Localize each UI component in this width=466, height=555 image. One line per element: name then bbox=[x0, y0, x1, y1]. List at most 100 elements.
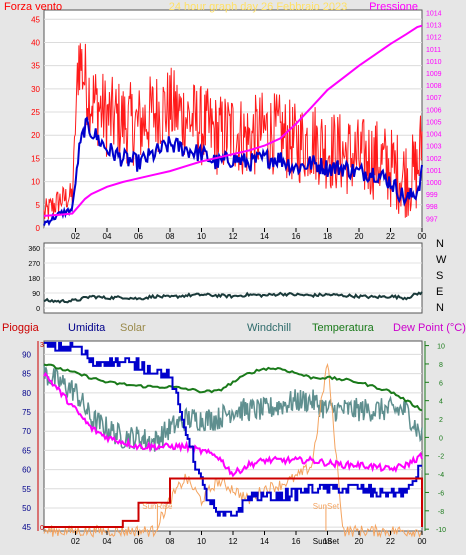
header-rain: Pioggia bbox=[2, 322, 40, 334]
temp-x-tick-label: 14 bbox=[260, 537, 269, 546]
rain-tick-bottom: 0 bbox=[40, 525, 44, 532]
pressure-tick-label: 1003 bbox=[426, 144, 442, 151]
humidity-tick-label: 65 bbox=[22, 446, 31, 455]
temp-x-tick-label: 22 bbox=[386, 537, 395, 546]
compass-label: E bbox=[436, 286, 443, 298]
compass-label: N bbox=[436, 302, 444, 314]
pressure-tick-label: 1013 bbox=[426, 23, 442, 30]
pressure-tick-label: 1004 bbox=[426, 132, 442, 139]
temp-x-tick-label: 10 bbox=[197, 537, 206, 546]
temperature-tick-label: -4 bbox=[438, 472, 444, 479]
temperature-tick-label: -6 bbox=[438, 490, 444, 497]
temperature-tick-label: -10 bbox=[436, 527, 446, 534]
dewpoint-series-line bbox=[43, 371, 423, 478]
wind-y-tick-label: 0 bbox=[36, 224, 41, 233]
rain-tick-top: 3 bbox=[40, 342, 44, 349]
rain-axis: 30 bbox=[37, 341, 44, 532]
temperature-tick-label: 6 bbox=[439, 380, 443, 387]
wind-avg-series-line bbox=[43, 116, 423, 227]
pressure-series-line bbox=[43, 24, 423, 217]
direction-tick-label: 180 bbox=[28, 276, 40, 283]
pressure-tick-label: 1011 bbox=[426, 47, 441, 54]
header-windchill: Windchill bbox=[247, 322, 291, 334]
wind-x-tick-label: 22 bbox=[386, 232, 395, 241]
wind-y-tick-label: 10 bbox=[31, 178, 40, 187]
pressure-tick-label: 998 bbox=[426, 204, 438, 211]
pressure-tick-label: 1010 bbox=[426, 59, 442, 66]
wind-y-tick-label: 30 bbox=[31, 85, 40, 94]
pressure-tick-label: 1009 bbox=[426, 71, 442, 78]
chart-title: 24 hour graph day 26 Febbraio 2023 bbox=[169, 1, 348, 13]
wind-x-tick-label: 12 bbox=[229, 232, 238, 241]
humidity-tick-label: 60 bbox=[22, 466, 31, 475]
humidity-tick-label: 55 bbox=[22, 485, 31, 494]
rain-series-line bbox=[44, 477, 423, 528]
direction-tick-label: 360 bbox=[28, 246, 40, 253]
windchill-series-line bbox=[43, 364, 423, 452]
wind-y-tick-label: 15 bbox=[31, 154, 40, 163]
temp-x-tick-label: 12 bbox=[229, 537, 238, 546]
humidity-axis: 45 50 55 60 65 70 75 80 85 90 bbox=[22, 350, 31, 532]
pressure-right-axis: 997 998 999 1000 1001 1002 1003 1004 1005 1006 100… bbox=[426, 10, 442, 223]
pressure-tick-label: 1014 bbox=[426, 10, 442, 17]
humidity-tick-label: 90 bbox=[22, 350, 31, 359]
humidity-series-line bbox=[44, 341, 422, 517]
temp-x-tick-label: 02 bbox=[71, 537, 80, 546]
temperature-tick-label: -8 bbox=[438, 509, 444, 516]
wind-x-tick-label: 02 bbox=[71, 232, 80, 241]
temp-x-tick-label: 06 bbox=[134, 537, 143, 546]
sun-markers: SunRise SunSet bbox=[142, 502, 340, 531]
temp-x-sunset-label: SunSet bbox=[313, 537, 340, 546]
pressure-tick-label: 1005 bbox=[426, 119, 442, 126]
compass-label: S bbox=[436, 270, 443, 282]
direction-series-line bbox=[43, 291, 423, 304]
header-humidity: Umidita bbox=[68, 322, 106, 334]
wind-left-axis: 0 5 10 15 20 25 30 35 40 45 bbox=[31, 15, 40, 233]
temp-x-tick-label: 20 bbox=[355, 537, 364, 546]
header-solar: Solar bbox=[120, 322, 146, 334]
compass-label: W bbox=[436, 254, 447, 266]
wind-x-tick-label: 00 bbox=[418, 232, 427, 241]
temp-x-tick-label: 04 bbox=[103, 537, 112, 546]
direction-axis: 0 90 180 270 360 bbox=[28, 246, 422, 313]
temp-plot-area bbox=[43, 340, 423, 532]
temp-x-tick-label: 08 bbox=[166, 537, 175, 546]
temperature-tick-label: 0 bbox=[439, 435, 443, 442]
pressure-tick-label: 1006 bbox=[426, 107, 442, 114]
wind-x-tick-label: 14 bbox=[260, 232, 269, 241]
wind-x-tick-label: 08 bbox=[166, 232, 175, 241]
pressure-tick-label: 1001 bbox=[426, 168, 442, 175]
wind-y-tick-label: 25 bbox=[31, 108, 40, 117]
pressure-tick-label: 1007 bbox=[426, 95, 442, 102]
temperature-tick-label: 8 bbox=[439, 362, 443, 369]
temp-x-tick-label: 16 bbox=[292, 537, 301, 546]
wind-x-tick-label: 10 bbox=[197, 232, 206, 241]
pressure-tick-label: 997 bbox=[426, 216, 438, 223]
direction-tick-label: 90 bbox=[32, 291, 40, 298]
wind-x-axis: 02 04 06 08 10 12 14 16 18 20 22 00 bbox=[71, 228, 427, 241]
pressure-tick-label: 1012 bbox=[426, 35, 442, 42]
header-temperature: Temperatura bbox=[312, 322, 375, 334]
sunrise-label: SunRise bbox=[142, 502, 173, 511]
wind-label: Forza vento bbox=[4, 1, 62, 13]
wind-x-tick-label: 04 bbox=[103, 232, 112, 241]
temperature-tick-label: 10 bbox=[437, 344, 445, 351]
wind-x-tick-label: 18 bbox=[323, 232, 332, 241]
humidity-tick-label: 70 bbox=[22, 427, 31, 436]
wind-y-tick-label: 5 bbox=[36, 201, 41, 210]
temperature-tick-label: 2 bbox=[439, 417, 443, 424]
humidity-tick-label: 80 bbox=[22, 389, 31, 398]
compass-label: N bbox=[436, 238, 444, 250]
sunset-label: SunSet bbox=[313, 502, 340, 511]
wind-series bbox=[43, 24, 423, 227]
pressure-tick-label: 999 bbox=[426, 192, 438, 199]
wind-x-tick-label: 06 bbox=[134, 232, 143, 241]
wind-y-tick-label: 20 bbox=[31, 131, 40, 140]
wind-x-tick-label: 20 bbox=[355, 232, 364, 241]
wind-y-tick-label: 40 bbox=[31, 38, 40, 47]
temp-x-tick-label: 00 bbox=[418, 537, 427, 546]
pressure-tick-label: 1002 bbox=[426, 156, 442, 163]
temp-x-axis: 02 04 06 08 10 12 14 16 18 20 22 00 SunSet bbox=[71, 531, 427, 546]
